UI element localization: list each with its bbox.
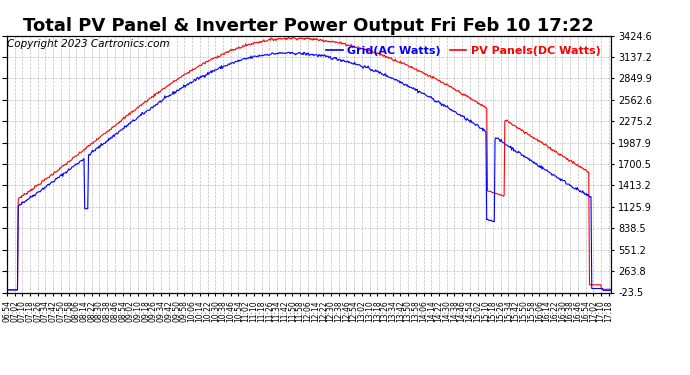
Text: Copyright 2023 Cartronics.com: Copyright 2023 Cartronics.com [7, 39, 170, 50]
Legend: Grid(AC Watts), PV Panels(DC Watts): Grid(AC Watts), PV Panels(DC Watts) [322, 41, 605, 60]
Title: Total PV Panel & Inverter Power Output Fri Feb 10 17:22: Total PV Panel & Inverter Power Output F… [23, 18, 594, 36]
